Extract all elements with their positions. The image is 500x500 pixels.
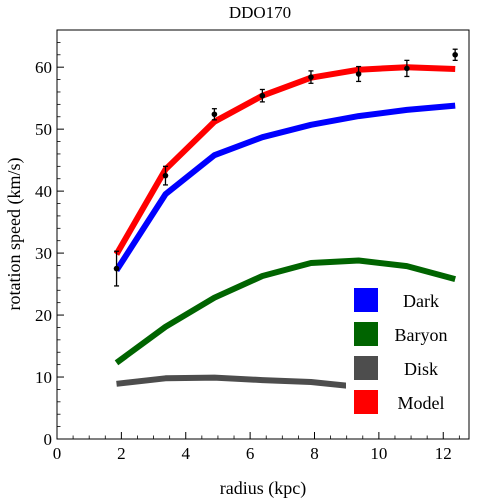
x-axis-title: radius (kpc) xyxy=(220,478,306,499)
y-axis-title: rotation speed (km/s) xyxy=(4,158,25,311)
data-point-marker xyxy=(162,172,169,179)
observed-point xyxy=(452,48,458,62)
legend: Dark Baryon Disk Model xyxy=(346,283,466,423)
y-axis: 0 10 20 30 40 50 60 xyxy=(35,41,64,449)
data-point-marker xyxy=(211,111,218,118)
legend-swatch-baryon xyxy=(354,322,378,346)
legend-label-baryon: Baryon xyxy=(395,325,448,345)
x-tick-label: 6 xyxy=(246,444,255,463)
x-tick-label: 12 xyxy=(435,444,452,463)
legend-label-disk: Disk xyxy=(404,359,438,379)
series-line-dark xyxy=(113,102,456,273)
data-point-marker xyxy=(259,92,266,99)
x-axis: 0 2 4 6 8 10 12 xyxy=(53,432,460,463)
y-tick-label: 20 xyxy=(35,306,52,325)
x-tick-label: 2 xyxy=(117,444,126,463)
x-tick-label: 8 xyxy=(310,444,319,463)
observed-point xyxy=(259,88,266,103)
y-tick-label: 40 xyxy=(35,182,52,201)
chart-title: DDO170 xyxy=(229,3,291,22)
legend-swatch-disk xyxy=(354,356,378,380)
y-tick-label: 10 xyxy=(35,368,52,387)
observed-point xyxy=(162,165,169,186)
x-tick-label: 4 xyxy=(182,444,191,463)
data-point-marker xyxy=(452,51,458,58)
y-tick-label: 0 xyxy=(44,430,53,449)
series-line-baryon xyxy=(114,257,456,366)
data-point-marker xyxy=(113,265,120,272)
data-point-marker xyxy=(404,65,410,72)
legend-label-dark: Dark xyxy=(403,291,439,311)
observed-point xyxy=(404,59,410,78)
x-tick-label: 10 xyxy=(370,444,387,463)
series-line-model xyxy=(113,64,456,256)
y-tick-label: 50 xyxy=(35,120,52,139)
observed-point xyxy=(211,108,218,121)
data-point-marker xyxy=(308,74,314,80)
y-tick-label: 60 xyxy=(35,58,52,77)
observed-data-points xyxy=(113,48,458,287)
y-tick-label: 30 xyxy=(35,244,52,263)
observed-point xyxy=(113,250,120,287)
legend-swatch-dark xyxy=(354,288,378,312)
legend-swatch-model xyxy=(354,390,378,414)
observed-point xyxy=(355,65,362,83)
x-tick-label: 0 xyxy=(53,444,62,463)
plot-frame xyxy=(56,29,470,440)
data-point-marker xyxy=(355,71,362,77)
observed-point xyxy=(308,70,314,84)
legend-label-model: Model xyxy=(398,393,445,413)
